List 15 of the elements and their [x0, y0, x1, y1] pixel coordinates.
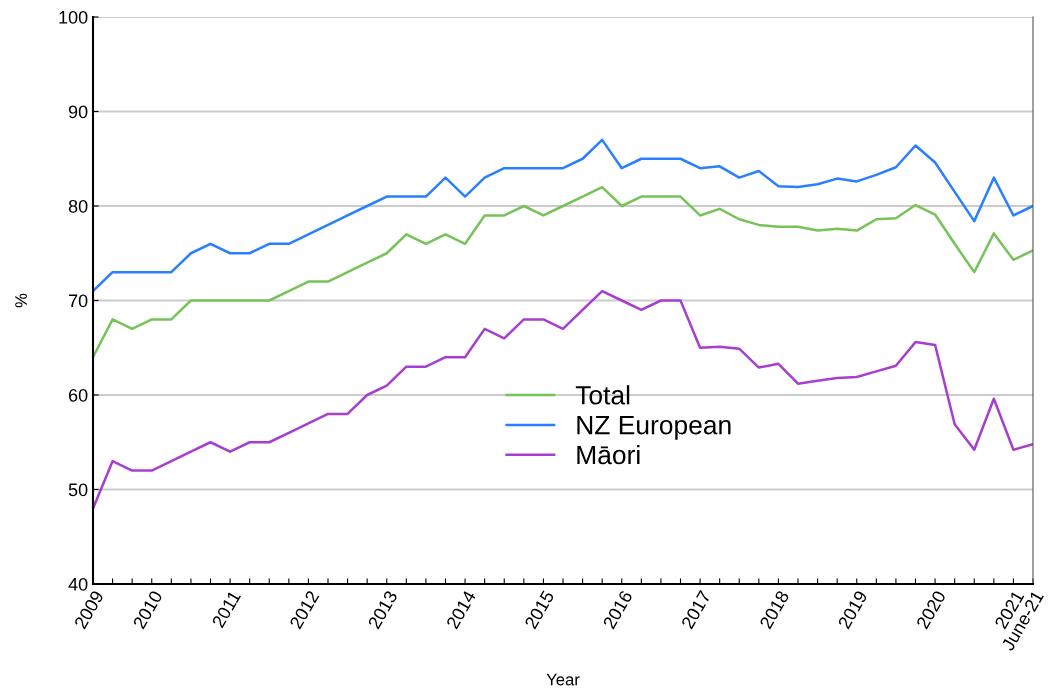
- y-tick-label: 70: [68, 294, 88, 308]
- y-tick-label: 50: [68, 483, 88, 497]
- legend-label: Total: [575, 385, 630, 405]
- y-tick-label: 60: [68, 388, 88, 402]
- y-tick-label: 80: [68, 199, 88, 213]
- legend-label: NZ European: [577, 416, 731, 440]
- line-series: [93, 289, 1033, 510]
- y-axis-title: %: [15, 293, 27, 308]
- x-axis-title: Year: [546, 673, 580, 686]
- y-tick-label: 100: [59, 10, 88, 24]
- line-series: [93, 185, 1033, 359]
- y-tick-label: 90: [68, 105, 88, 119]
- legend-label: Māori: [577, 444, 640, 465]
- line-series: [93, 138, 1033, 293]
- y-tick-label: 40: [68, 577, 88, 591]
